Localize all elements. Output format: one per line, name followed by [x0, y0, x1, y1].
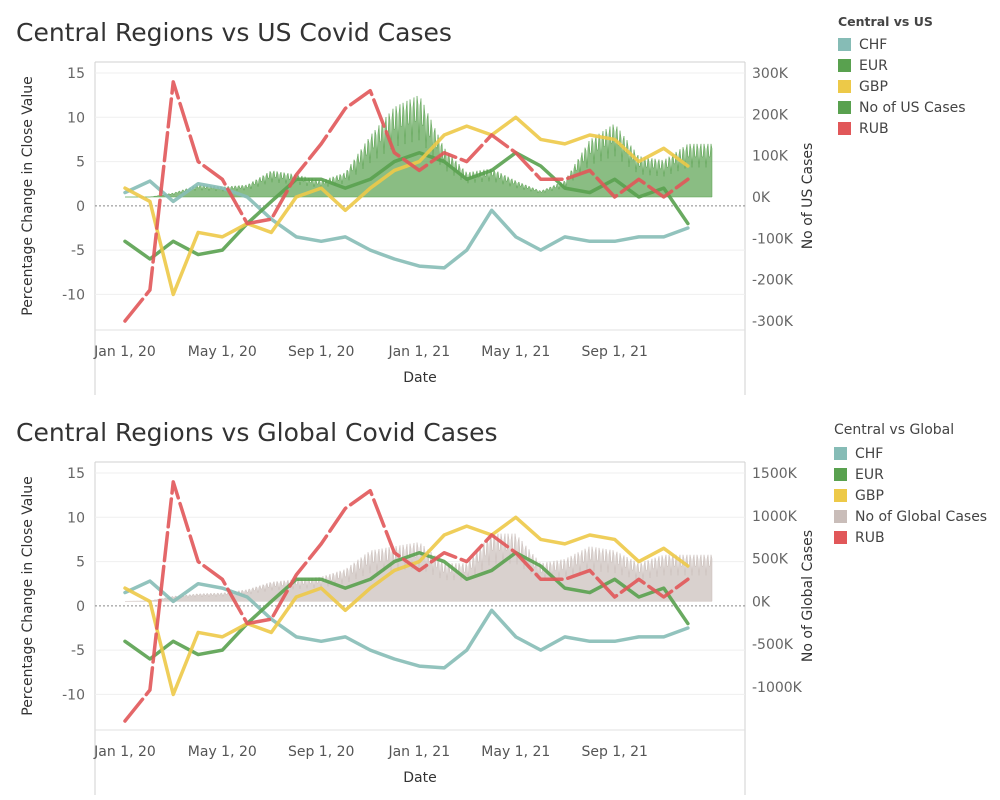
- legend-swatch: [834, 510, 847, 523]
- x-tick-label: May 1, 20: [188, 744, 257, 760]
- x-tick-label: Sep 1, 20: [288, 744, 354, 760]
- y-tick-label: -10: [62, 687, 85, 703]
- x-tick-label: May 1, 20: [188, 344, 257, 360]
- legend-swatch: [838, 38, 851, 51]
- legend-item-eur[interactable]: EUR: [834, 464, 987, 485]
- legend-swatch: [838, 59, 851, 72]
- y2-tick-label: -200K: [752, 273, 794, 289]
- legend-label: EUR: [859, 57, 888, 74]
- us-chart-legend: Central vs US CHF EUR GBP No of US Cases RUB: [838, 14, 966, 139]
- legend-item-no-of-global-cases[interactable]: No of Global Cases: [834, 506, 987, 527]
- y2-tick-label: -300K: [752, 314, 794, 330]
- y-tick-label: 15: [67, 466, 85, 482]
- x-tick-label: Jan 1, 20: [93, 344, 156, 360]
- y2-tick-label: 1000K: [752, 509, 798, 525]
- chart-title: Central Regions vs Global Covid Cases: [16, 418, 498, 447]
- chart-title: Central Regions vs US Covid Cases: [16, 18, 452, 47]
- eur-line: [123, 150, 690, 261]
- legend-title: Central vs Global: [834, 422, 955, 438]
- legend-item-rub[interactable]: RUB: [838, 118, 966, 139]
- x-axis-label: Date: [403, 770, 436, 786]
- y2-tick-label: 500K: [752, 552, 789, 568]
- y2-tick-label: -100K: [752, 231, 794, 247]
- legend-label: RUB: [859, 120, 889, 137]
- legend-label: RUB: [855, 529, 885, 546]
- x-tick-label: Sep 1, 21: [581, 344, 647, 360]
- legend-swatch: [838, 101, 851, 114]
- y2-axis-label: No of Global Cases: [800, 530, 816, 662]
- x-tick-label: Jan 1, 21: [387, 744, 450, 760]
- x-tick-label: Sep 1, 21: [581, 744, 647, 760]
- y2-tick-label: -1000K: [752, 680, 803, 696]
- y-tick-label: 0: [76, 199, 85, 215]
- legend-title: Central vs US: [838, 14, 933, 29]
- chf-line: [123, 579, 690, 670]
- legend-item-gbp[interactable]: GBP: [834, 485, 987, 506]
- x-tick-label: Sep 1, 20: [288, 344, 354, 360]
- y2-tick-label: 200K: [752, 107, 789, 123]
- legend-swatch: [834, 531, 847, 544]
- y2-tick-label: 0K: [752, 594, 771, 610]
- eur-line: [123, 550, 690, 661]
- y-tick-label: 5: [76, 155, 85, 171]
- y2-tick-label: 100K: [752, 149, 789, 165]
- legend-item-chf[interactable]: CHF: [838, 34, 966, 55]
- x-axis-label: Date: [403, 370, 436, 386]
- y2-tick-label: 1500K: [752, 466, 798, 482]
- x-tick-label: May 1, 21: [481, 344, 550, 360]
- y-axis-label: Percentage Change in Close Value: [20, 76, 36, 316]
- x-tick-label: May 1, 21: [481, 744, 550, 760]
- legend-swatch: [834, 447, 847, 460]
- y2-tick-label: -500K: [752, 637, 794, 653]
- y-tick-label: -5: [71, 243, 85, 259]
- y2-tick-label: 0K: [752, 190, 771, 206]
- x-tick-label: Jan 1, 20: [93, 744, 156, 760]
- y-tick-label: 5: [76, 555, 85, 571]
- legend-label: No of Global Cases: [855, 508, 988, 525]
- y-tick-label: 0: [76, 599, 85, 615]
- y2-axis-label: No of US Cases: [800, 143, 816, 250]
- rub-line: [123, 80, 690, 323]
- global-chart-panel: Central Regions vs Global Covid Cases 15…: [0, 400, 1000, 800]
- legend-item-no-of-us-cases[interactable]: No of US Cases: [838, 97, 966, 118]
- us-chart-plot[interactable]: 15 10 5 0 -5 -10 300K 200K 100K 0K -100K -200K -300K…: [0, 0, 1000, 400]
- y-tick-label: 10: [67, 510, 85, 526]
- legend-item-gbp[interactable]: GBP: [838, 76, 966, 97]
- legend-label: CHF: [855, 445, 884, 462]
- y-tick-label: -10: [62, 287, 85, 303]
- legend-label: GBP: [855, 487, 884, 504]
- legend-swatch: [834, 468, 847, 481]
- y-tick-label: 10: [67, 110, 85, 126]
- legend-item-chf[interactable]: CHF: [834, 443, 987, 464]
- legend-item-eur[interactable]: EUR: [838, 55, 966, 76]
- y-axis-label: Percentage Change in Close Value: [20, 476, 36, 716]
- rub-line: [123, 480, 690, 723]
- global-chart-legend: Central vs Global CHF EUR GBP No of Global …: [834, 422, 987, 548]
- x-tick-label: Jan 1, 21: [387, 344, 450, 360]
- global-chart-plot[interactable]: 15 10 5 0 -5 -10 1500K 1000K 500K 0K -500K -1000K Ja…: [0, 400, 1000, 800]
- legend-label: GBP: [859, 78, 888, 95]
- chf-line: [123, 179, 690, 270]
- gbp-line: [123, 515, 690, 697]
- legend-swatch: [838, 80, 851, 93]
- legend-swatch: [834, 489, 847, 502]
- y-tick-label: -5: [71, 643, 85, 659]
- y-tick-label: 15: [67, 66, 85, 82]
- legend-label: CHF: [859, 36, 888, 53]
- no-of-global-cases-area: [124, 533, 713, 602]
- no-of-us-cases-area: [125, 95, 713, 198]
- legend-label: No of US Cases: [859, 99, 966, 116]
- gbp-line: [123, 115, 690, 297]
- us-chart-panel: Central Regions vs US Covid Cases 15 10 5 0…: [0, 0, 1000, 400]
- legend-label: EUR: [855, 466, 884, 483]
- y2-tick-label: 300K: [752, 66, 789, 82]
- legend-swatch: [838, 122, 851, 135]
- legend-item-rub[interactable]: RUB: [834, 527, 987, 548]
